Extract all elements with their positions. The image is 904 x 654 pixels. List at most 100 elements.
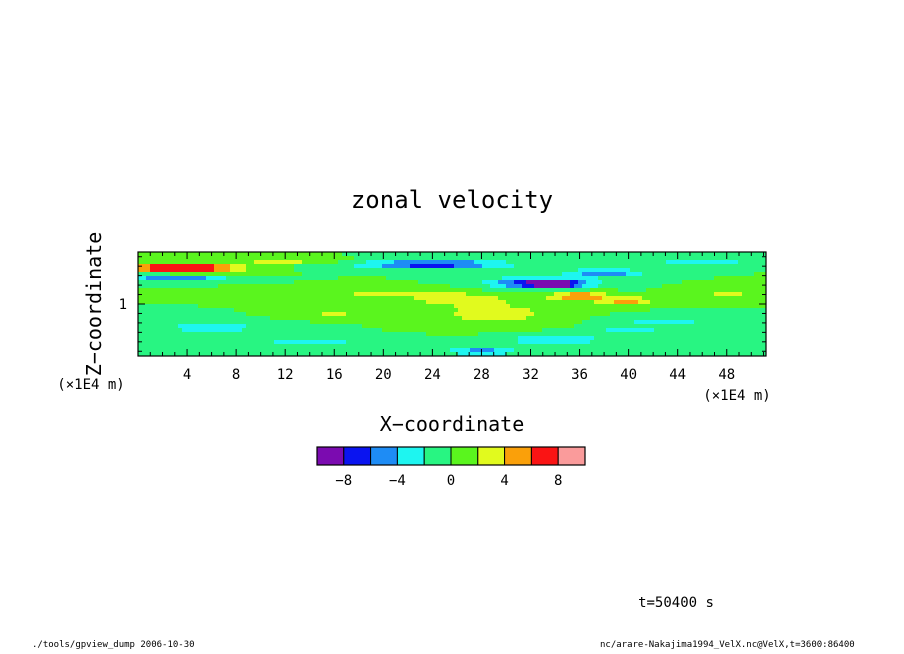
heatmap-cell [602,340,607,345]
heatmap-cell [166,288,171,293]
heatmap-cell [154,308,159,313]
heatmap-cell [738,256,743,261]
heatmap-cell [742,308,747,313]
heatmap-cell [182,344,187,349]
heatmap-cell [230,268,235,273]
heatmap-cell [366,268,371,273]
heatmap-cell [754,264,759,269]
heatmap-cell [434,328,439,333]
heatmap-cell [446,288,451,293]
heatmap-cell [266,280,271,285]
heatmap-cell [546,312,551,317]
heatmap-cell [314,296,319,301]
heatmap-cell [258,312,263,317]
heatmap-cell [158,320,163,325]
heatmap-cell [266,320,271,325]
heatmap-cell [490,340,495,345]
heatmap-cell [598,308,603,313]
heatmap-cell [146,336,151,341]
heatmap-cell [282,264,287,269]
heatmap-cell [222,288,227,293]
heatmap-cell [758,276,763,281]
heatmap-cell [418,292,423,297]
heatmap-cell [698,352,703,357]
heatmap-cell [290,312,295,317]
x-tick-label: 8 [232,367,240,383]
heatmap-cell [438,296,443,301]
heatmap-cell [630,280,635,285]
heatmap-cell [486,252,491,257]
heatmap-cell [426,348,431,353]
heatmap-cell [458,272,463,277]
heatmap-cell [414,320,419,325]
heatmap-cell [458,292,463,297]
heatmap-cell [750,340,755,345]
heatmap-cell [346,300,351,305]
heatmap-cell [402,348,407,353]
heatmap-cell [482,348,487,353]
heatmap-cell [246,264,251,269]
heatmap-cell [322,268,327,273]
heatmap-cell [326,344,331,349]
heatmap-cell [426,264,431,269]
heatmap-cell [186,348,191,353]
heatmap-cell [210,332,215,337]
heatmap-cell [266,296,271,301]
heatmap-cell [334,324,339,329]
heatmap-cell [202,276,207,281]
heatmap-cell [362,260,367,265]
heatmap-cell [690,308,695,313]
heatmap-cell [618,336,623,341]
heatmap-cell [442,308,447,313]
heatmap-cell [554,328,559,333]
heatmap-cell [634,328,639,333]
heatmap-cell [166,300,171,305]
heatmap-cell [470,304,475,309]
heatmap-cell [438,264,443,269]
heatmap-cell [294,252,299,257]
heatmap-cell [418,308,423,313]
heatmap-cell [258,296,263,301]
heatmap-cell [190,340,195,345]
heatmap-cell [498,352,503,357]
heatmap-cell [410,316,415,321]
heatmap-cell [318,316,323,321]
heatmap-cell [622,300,627,305]
heatmap-cell [322,284,327,289]
heatmap-cell [486,308,491,313]
heatmap-cell [450,316,455,321]
heatmap-cell [750,280,755,285]
heatmap-cell [562,340,567,345]
heatmap-cell [542,284,547,289]
heatmap-cell [574,268,579,273]
heatmap-cell [758,280,763,285]
heatmap-cell [370,292,375,297]
heatmap-cell [362,352,367,357]
heatmap-cell [338,308,343,313]
heatmap-cell [390,268,395,273]
heatmap-cell [706,352,711,357]
heatmap-cell [522,252,527,257]
heatmap-cell [762,300,767,305]
heatmap-cell [586,324,591,329]
heatmap-cell [410,256,415,261]
heatmap-cell [574,272,579,277]
heatmap-cell [754,312,759,317]
heatmap-cell [254,316,259,321]
heatmap-cell [462,348,467,353]
heatmap-cell [558,336,563,341]
heatmap-cell [566,284,571,289]
heatmap-cell [610,300,615,305]
heatmap-cell [246,292,251,297]
heatmap-cell [298,352,303,357]
heatmap-cell [622,284,627,289]
heatmap-cell [670,332,675,337]
heatmap-cell [282,328,287,333]
heatmap-cell [390,280,395,285]
heatmap-cell [494,300,499,305]
heatmap-cell [682,252,687,257]
heatmap-cell [178,260,183,265]
heatmap-cell [578,352,583,357]
heatmap-cell [502,276,507,281]
heatmap-cell [238,260,243,265]
